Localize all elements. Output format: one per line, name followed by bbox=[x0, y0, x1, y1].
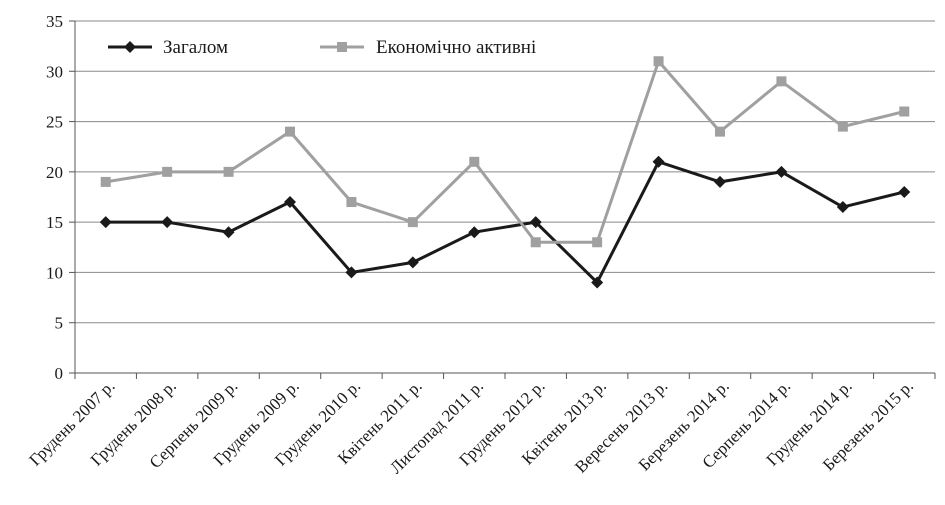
legend-marker-0 bbox=[124, 41, 136, 53]
point-0-4 bbox=[345, 266, 358, 279]
point-0-1 bbox=[161, 216, 174, 229]
legend-label-1: Економічно активні bbox=[376, 37, 536, 58]
x-tick-labels: Грудень 2007 р.Грудень 2008 р.Серпень 20… bbox=[25, 376, 917, 477]
point-1-12 bbox=[837, 121, 848, 132]
point-1-4 bbox=[346, 197, 357, 208]
point-1-5 bbox=[407, 217, 418, 228]
point-1-8 bbox=[592, 237, 603, 248]
series-layer bbox=[99, 56, 911, 289]
point-0-2 bbox=[222, 226, 235, 239]
point-1-1 bbox=[162, 166, 173, 177]
series-line-0 bbox=[105, 159, 905, 285]
point-0-12 bbox=[836, 201, 849, 214]
y-tick-label-3: 15 bbox=[46, 213, 63, 232]
point-1-3 bbox=[285, 126, 295, 137]
point-1-10 bbox=[715, 126, 725, 137]
y-tick-label-0: 0 bbox=[55, 364, 64, 383]
y-tick-label-2: 10 bbox=[46, 263, 63, 282]
point-1-7 bbox=[530, 237, 541, 248]
legend-entry-0: Загалом bbox=[108, 37, 228, 58]
series-line-1 bbox=[105, 58, 905, 244]
point-0-6 bbox=[468, 226, 481, 239]
y-tick-label-6: 30 bbox=[46, 62, 63, 81]
point-0-7 bbox=[529, 216, 542, 229]
point-1-0 bbox=[100, 176, 111, 187]
point-0-13 bbox=[898, 185, 911, 198]
point-0-10 bbox=[714, 175, 726, 188]
point-0-11 bbox=[775, 165, 788, 178]
y-tick-label-5: 25 bbox=[46, 113, 63, 132]
point-0-3 bbox=[284, 196, 296, 209]
point-0-0 bbox=[99, 216, 112, 229]
y-tick-label-4: 20 bbox=[46, 163, 63, 182]
legend-marker-1 bbox=[337, 42, 347, 52]
point-0-9 bbox=[652, 155, 665, 168]
legend-entry-1: Економічно активні bbox=[320, 37, 536, 58]
series-0 bbox=[99, 155, 911, 289]
legend-label-0: Загалом bbox=[163, 37, 228, 58]
y-tick-labels: 0 5 10 15 20 25 30 35 bbox=[46, 12, 63, 383]
point-1-9 bbox=[653, 56, 664, 67]
point-1-13 bbox=[899, 106, 910, 117]
point-0-5 bbox=[406, 256, 419, 269]
legend: Загалом Економічно активні bbox=[108, 37, 536, 58]
point-1-2 bbox=[223, 166, 234, 177]
y-tick-label-7: 35 bbox=[46, 12, 63, 31]
series-1 bbox=[100, 56, 910, 248]
point-1-6 bbox=[469, 156, 480, 167]
point-1-11 bbox=[776, 76, 787, 87]
y-tick-label-1: 5 bbox=[55, 314, 64, 333]
point-0-8 bbox=[591, 276, 604, 289]
axes bbox=[69, 20, 936, 379]
